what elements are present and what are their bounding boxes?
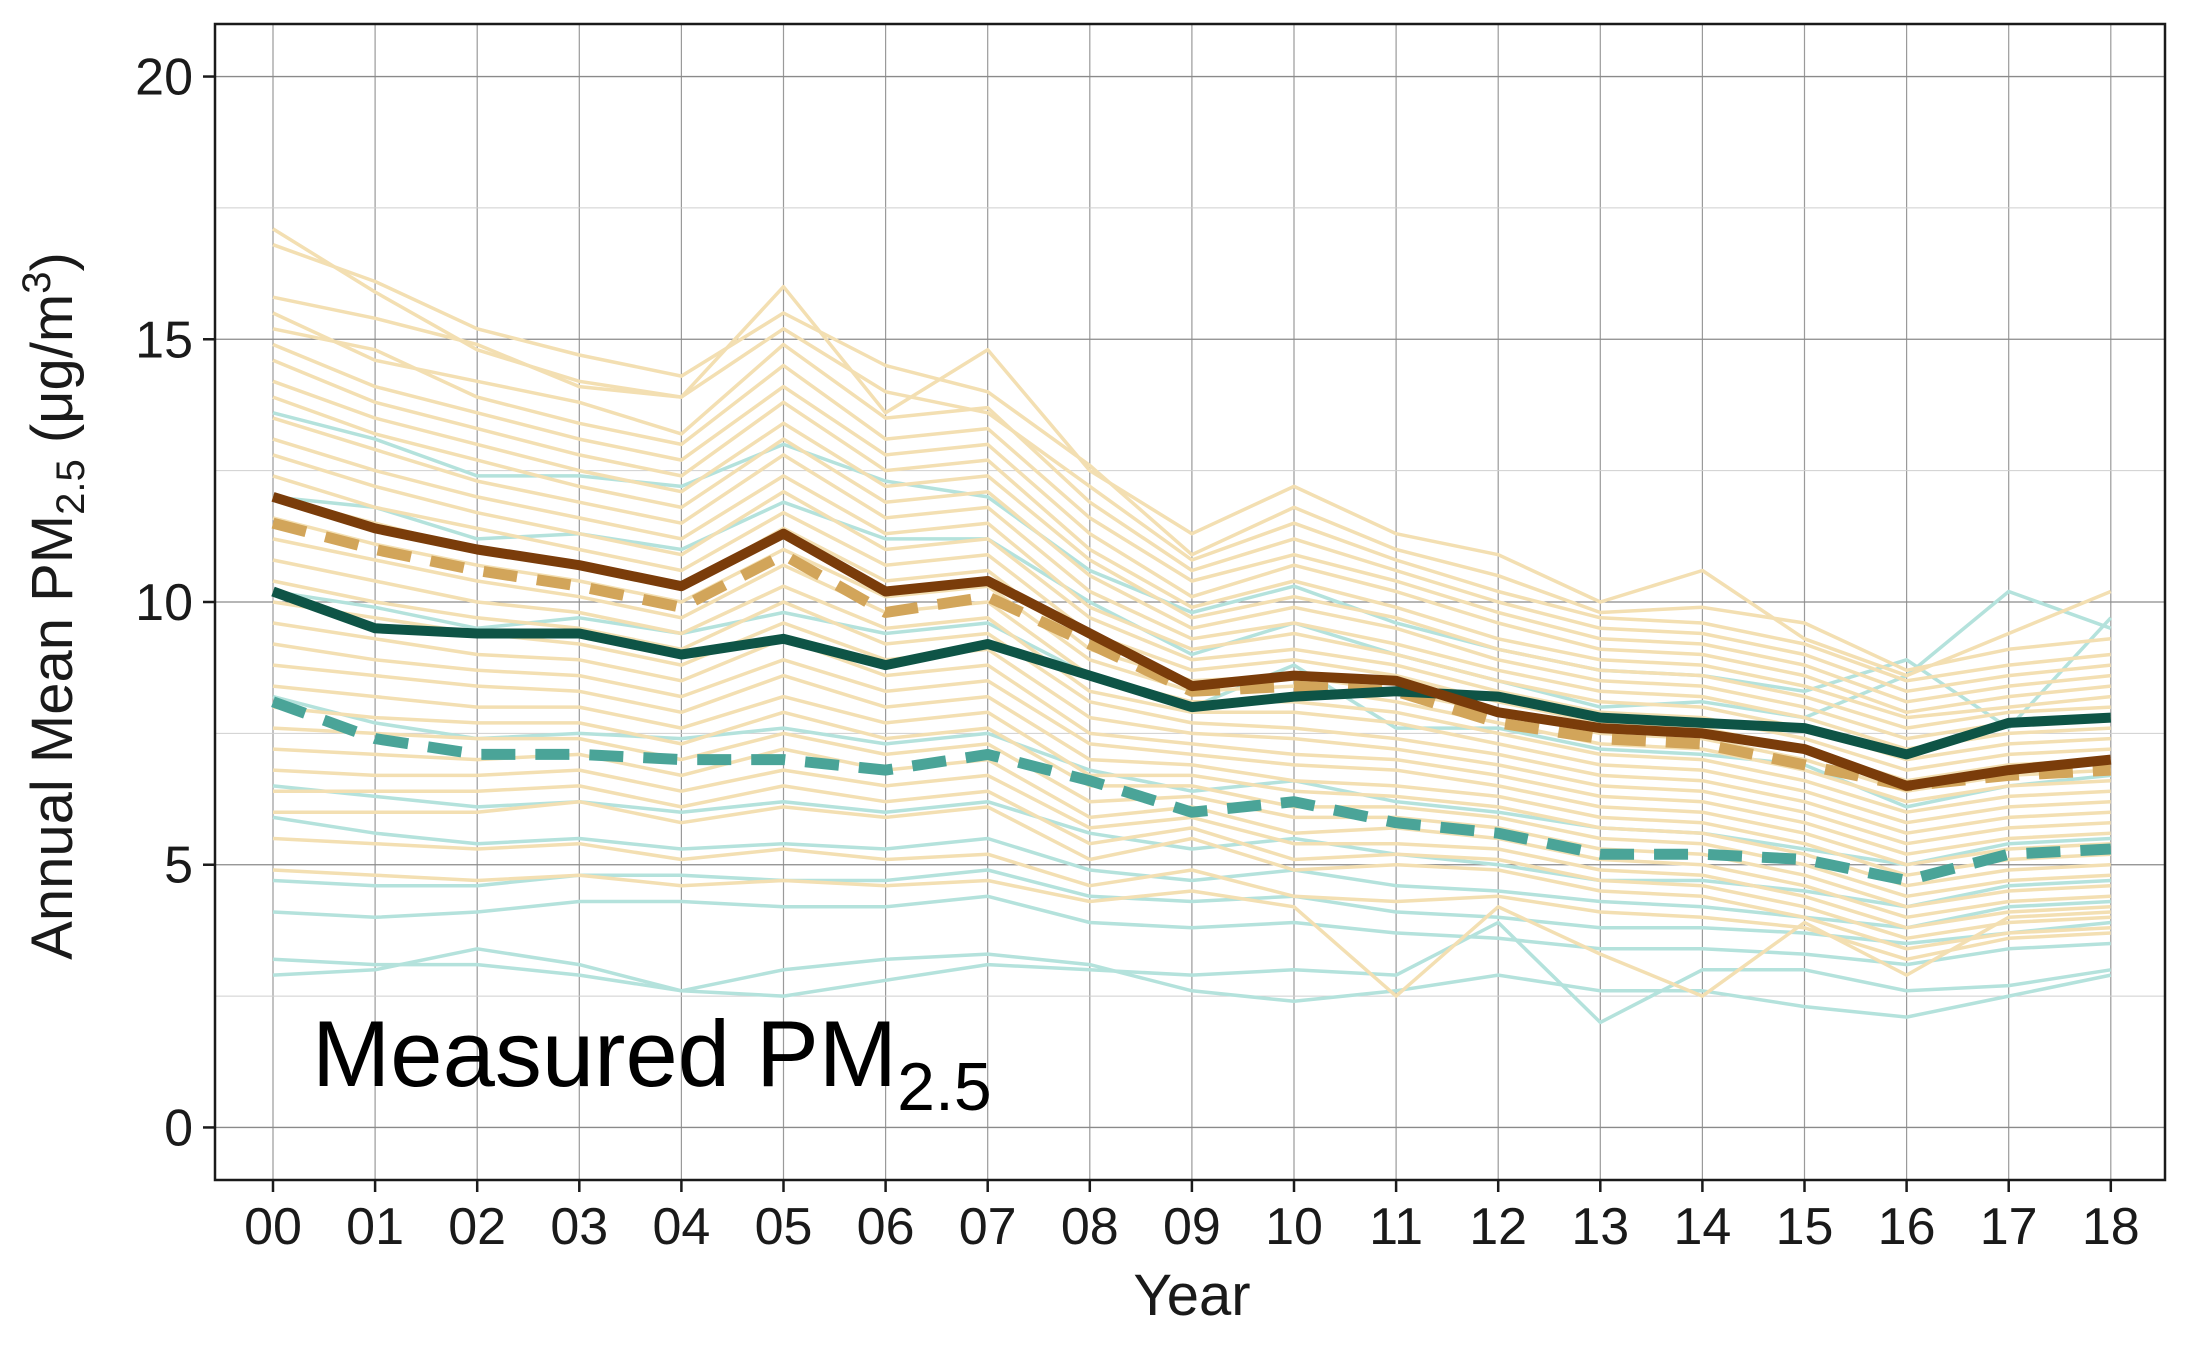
x-tick-label: 17 (1980, 1198, 2038, 1256)
y-axis-title: Annual Mean PM2.5 (μg/m3) (15, 252, 93, 960)
background-series-line-beige (272, 243, 2111, 673)
y-tick-label: 20 (135, 49, 193, 107)
series-line-dark-teal-solid (271, 586, 2112, 760)
axis-ticks (203, 75, 2113, 1192)
x-tick-label: 06 (857, 1198, 915, 1256)
background-series-line-beige (272, 295, 2111, 683)
y-axis-title-subscript: 2.5 (49, 459, 93, 515)
x-tick-label: 03 (550, 1198, 608, 1256)
x-tick-label: 01 (346, 1198, 404, 1256)
background-series-line-beige (272, 358, 2111, 720)
series-line-brown-solid (271, 492, 2112, 791)
background-series-line-beige (272, 342, 2111, 715)
y-tick-label: 5 (164, 837, 193, 895)
background-series-line-beige (272, 579, 2111, 835)
background-series-line-teal (272, 947, 2112, 1019)
background-series-line-beige (272, 379, 2111, 730)
background-series-line-teal (272, 920, 2112, 1025)
background-series-line-beige (273, 799, 2111, 951)
x-tick-label: 14 (1673, 1198, 1731, 1256)
y-tick-label: 15 (135, 311, 193, 369)
x-tick-label: 15 (1776, 1198, 1834, 1256)
background-series-line-beige (272, 621, 2111, 856)
background-series-line-beige (272, 600, 2111, 846)
background-series-line-beige (272, 642, 2111, 867)
x-tick-labels: 00 01 02 03 04 05 06 07 08 09 10 11 12 13 14 15 16 17 18 (244, 1198, 2140, 1256)
x-tick-label: 04 (652, 1198, 710, 1256)
x-tick-label: 02 (448, 1198, 506, 1256)
background-series-line-beige (273, 784, 2111, 941)
x-tick-label: 18 (2082, 1198, 2140, 1256)
x-tick-label: 10 (1265, 1198, 1323, 1256)
x-tick-label: 13 (1571, 1198, 1629, 1256)
background-series-line-beige (272, 705, 2111, 899)
y-axis-title-unit: (μg/m (20, 294, 85, 460)
background-series-line-teal (272, 694, 2111, 867)
panel-annotation-subscript: 2.5 (897, 1049, 992, 1125)
background-series-line-beige (272, 868, 2111, 998)
y-tick-label: 0 (164, 1099, 193, 1157)
background-series-line-teal (272, 894, 2111, 967)
summary-series-group (271, 492, 2112, 886)
x-tick-label: 12 (1469, 1198, 1527, 1256)
x-tick-label: 05 (755, 1198, 813, 1256)
background-series-line-beige (272, 311, 2111, 694)
x-tick-label: 11 (1369, 1198, 1423, 1256)
y-axis-title-superscript: 3 (15, 272, 59, 294)
background-series-line-beige (272, 558, 2111, 825)
background-series-line-beige (272, 537, 2111, 814)
x-tick-label: 16 (1878, 1198, 1936, 1256)
y-axis-title-close: ) (20, 252, 85, 271)
series-line-teal-dashed (271, 696, 2112, 886)
background-series-line-beige (272, 663, 2111, 877)
background-series-line-beige (272, 836, 2111, 962)
background-series-line-beige (272, 684, 2111, 888)
series-line-tan-dashed (271, 517, 2112, 792)
x-tick-label: 07 (959, 1198, 1017, 1256)
x-axis-title: Year (1133, 1263, 1250, 1328)
background-series-line-teal (272, 411, 2113, 730)
panel-annotation-main: Measured PM (312, 1001, 897, 1106)
y-axis-title-prefix: Annual Mean PM (20, 515, 85, 960)
background-series-line-beige (272, 395, 2111, 741)
y-tick-label: 10 (135, 574, 193, 632)
x-tick-label: 08 (1061, 1198, 1119, 1256)
panel-annotation: Measured PM2.5 (312, 1001, 992, 1125)
background-series-line-beige (272, 726, 2111, 909)
background-series-line-beige (272, 327, 2111, 704)
y-tick-labels: 0 5 10 15 20 (135, 49, 193, 1158)
x-tick-label: 00 (244, 1198, 302, 1256)
x-tick-label: 09 (1163, 1198, 1221, 1256)
background-series-line-beige (272, 227, 2112, 678)
background-series-group (272, 227, 2113, 1025)
background-series-line-beige (272, 416, 2111, 751)
background-series-line-beige (272, 453, 2111, 772)
